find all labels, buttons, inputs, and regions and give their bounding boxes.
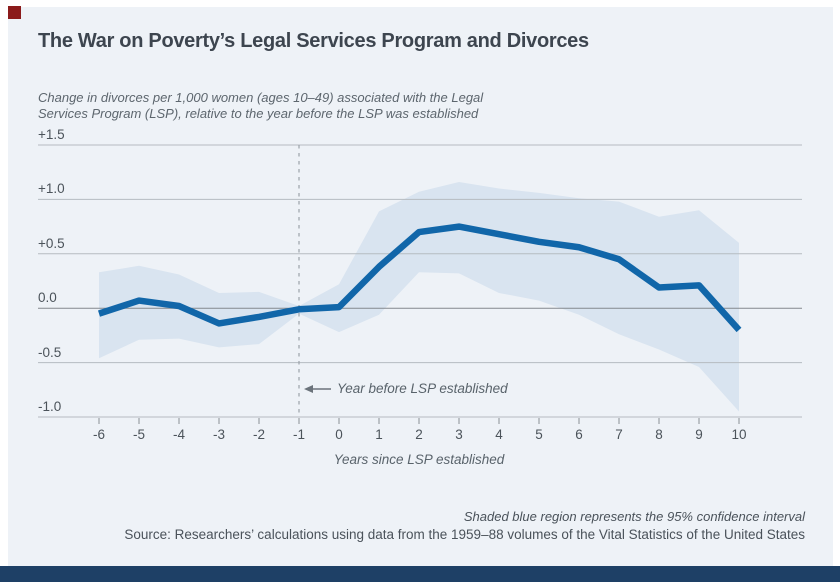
figure-title: The War on Poverty’s Legal Services Prog…: [38, 30, 589, 52]
nber-digest-red-square-logo: [8, 6, 21, 19]
figure-subtitle: Change in divorces per 1,000 women (ages…: [38, 90, 518, 121]
figure-subtitle-line2: Services Program (LSP), relative to the …: [38, 105, 479, 121]
figure-footer: Shaded blue region represents the 95% co…: [30, 509, 805, 542]
bottom-brand-bar: [0, 566, 840, 582]
confidence-interval-note: Shaded blue region represents the 95% co…: [463, 509, 805, 524]
source-note: Source: Researchers’ calculations using …: [124, 527, 805, 542]
figure-subtitle-line1: Change in divorces per 1,000 women (ages…: [38, 90, 484, 105]
